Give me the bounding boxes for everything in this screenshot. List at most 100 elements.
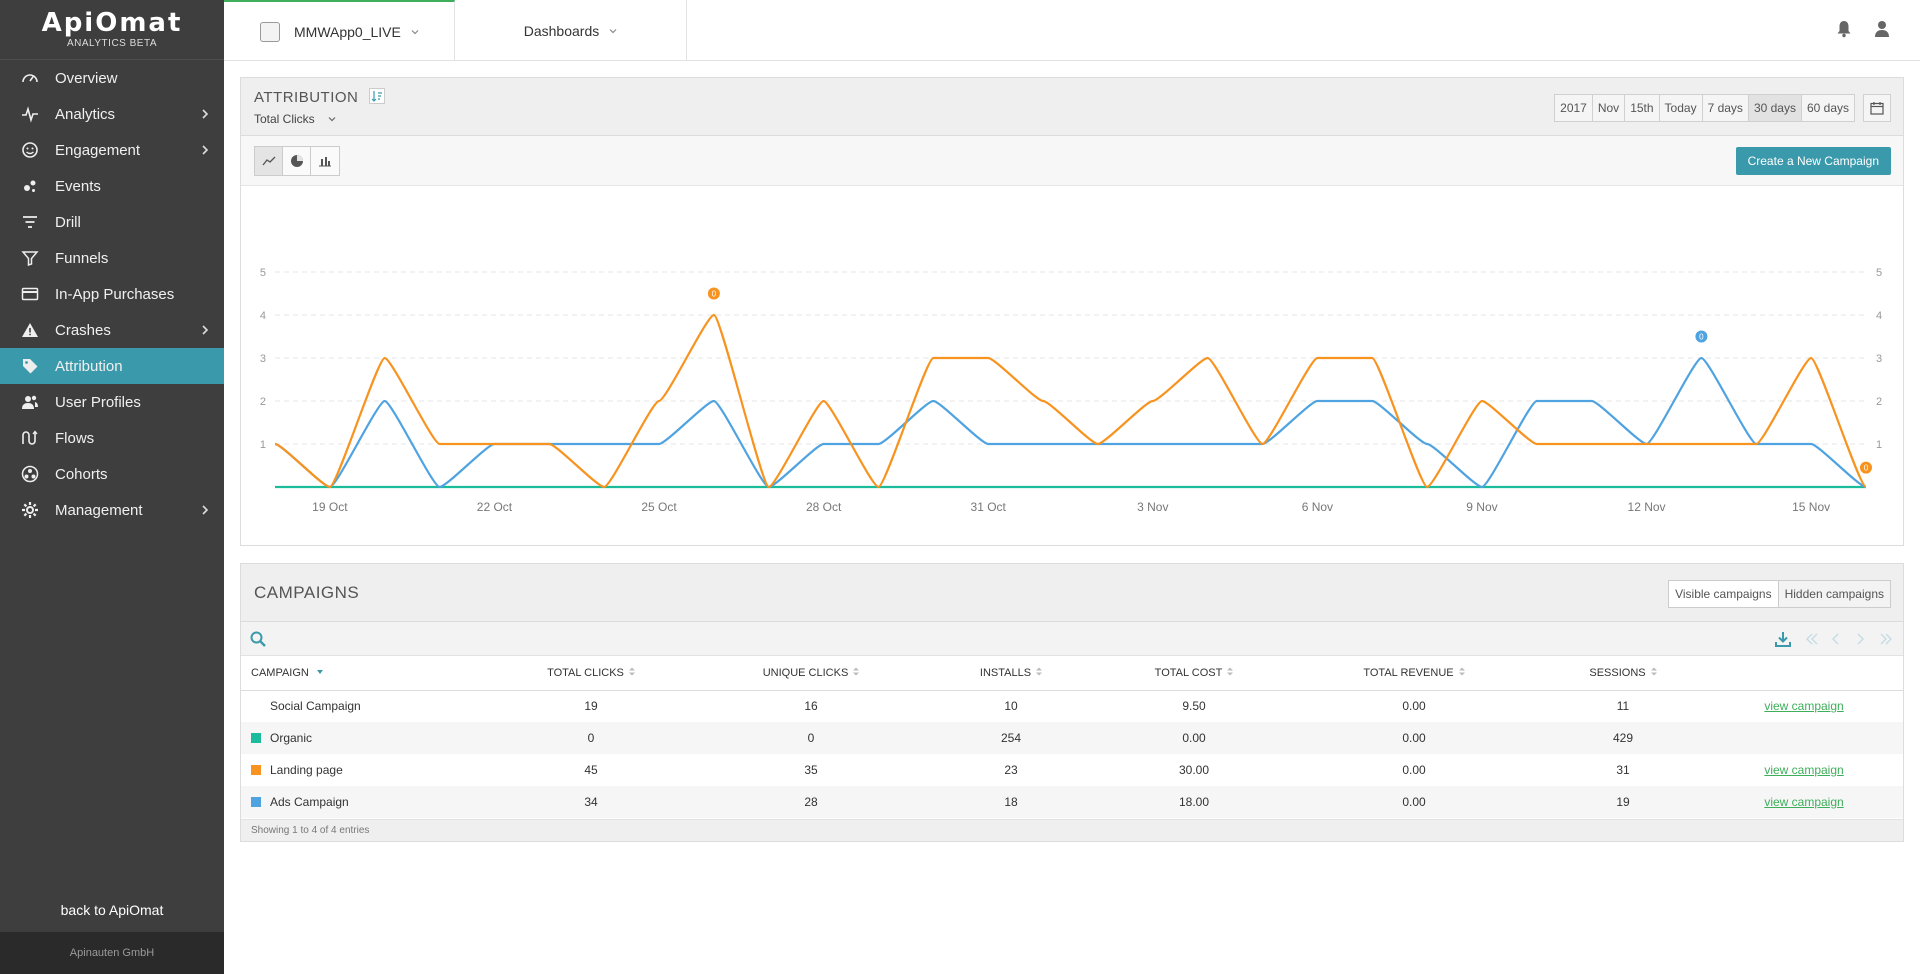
column-header-unique-clicks[interactable]: UNIQUE CLICKS [701,656,921,691]
cohorts-icon [20,464,40,484]
sidebar-item-management[interactable]: Management [0,492,224,528]
gauge-icon [20,68,40,88]
sidebar-item-cohorts[interactable]: Cohorts [0,456,224,492]
y-tick-label-left: 1 [260,439,266,451]
table-row: Landing page 45 35 23 30.00 0.00 31 view campai… [241,754,1903,786]
sidebar-item-label: Events [55,177,101,195]
metric-dropdown[interactable]: Total Clicks [254,112,336,126]
credit-card-icon [20,284,40,304]
app-name: MMWApp0_LIVE [294,23,401,40]
sidebar-item-events[interactable]: Events [0,168,224,204]
column-header-total-revenue[interactable]: TOTAL REVENUE [1287,656,1541,691]
next-page-icon[interactable] [1853,631,1867,647]
series-color-swatch [251,733,261,743]
cell-sessions: 19 [1616,795,1630,809]
first-page-icon[interactable] [1805,631,1819,647]
calendar-button[interactable] [1863,94,1891,122]
hidden-campaigns-button[interactable]: Hidden campaigns [1778,581,1890,607]
sidebar-item-drill[interactable]: Drill [0,204,224,240]
annotation-marker [1695,330,1708,343]
sidebar-item-label: Flows [55,429,95,447]
calendar-icon [1870,102,1884,115]
annotation-label: 0 [1699,333,1704,342]
download-icon[interactable] [1775,631,1791,647]
sidebar-item-crashes[interactable]: Crashes [0,312,224,348]
period-2017-button[interactable]: 2017 [1555,95,1593,121]
campaign-name-cell: Landing page [241,754,481,786]
cell-total-clicks: 0 [587,731,595,745]
cell-unique-clicks: 35 [804,763,818,777]
search-icon[interactable] [250,631,266,647]
sidebar-item-label: User Profiles [55,393,141,411]
create-campaign-button[interactable]: Create a New Campaign [1735,147,1891,175]
action-cell [1705,722,1903,754]
pie-chart-button[interactable] [283,147,311,175]
sort-icon[interactable] [369,88,385,104]
bell-icon[interactable] [1836,20,1852,38]
series-color-swatch [251,701,261,711]
sidebar-item-attribution[interactable]: Attribution [0,348,224,384]
pie-chart-icon [290,155,303,167]
sidebar-item-funnels[interactable]: Funnels [0,240,224,276]
metric-label: Total Clicks [254,112,315,126]
app-selector[interactable]: MMWApp0_LIVE [224,0,455,61]
brand-name: ApiOmat [41,8,183,38]
tag-icon [20,356,40,376]
prev-page-icon[interactable] [1829,631,1843,647]
sidebar-item-flows[interactable]: Flows [0,420,224,456]
sidebar-item-engagement[interactable]: Engagement [0,132,224,168]
line-chart-button[interactable] [255,147,283,175]
period-15th-button[interactable]: 15th [1625,95,1660,121]
period-7-days-button[interactable]: 7 days [1703,95,1749,121]
cell-total-clicks: 45 [584,763,598,777]
x-tick-label: 31 Oct [971,500,1007,514]
pulse-icon [20,104,40,124]
view-campaign-link[interactable]: view campaign [1764,763,1844,777]
brand-subtitle: ANALYTICS BETA [67,38,157,49]
attribution-title: ATTRIBUTION [254,89,359,106]
column-header-campaign[interactable]: CAMPAIGN [241,656,481,691]
top-bar: MMWApp0_LIVE Dashboards [224,0,1920,61]
attribution-header: ATTRIBUTION Total Clicks 2017 Nov 15th Toda… [241,78,1903,136]
column-label: SESSIONS [1589,666,1646,679]
x-tick-label: 6 Nov [1302,500,1333,514]
cell-total-clicks: 34 [584,795,598,809]
sidebar-item-in-app-purchases[interactable]: In-App Purchases [0,276,224,312]
visible-campaigns-button[interactable]: Visible campaigns [1669,581,1779,607]
period-60-days-button[interactable]: 60 days [1806,101,1849,115]
x-tick-label: 12 Nov [1628,500,1666,514]
table-row: Organic 0 0 254 0.00 0.00 429 [241,722,1903,754]
annotation-marker [707,287,720,300]
back-to-apiomat-link[interactable]: back to ApiOmat [60,902,164,918]
period-today-button[interactable]: Today [1660,95,1703,121]
sidebar-item-label: Management [55,501,143,519]
column-header-sessions[interactable]: SESSIONS [1541,656,1705,691]
campaign-visibility-toggle: Visible campaigns Hidden campaigns [1668,580,1891,608]
view-campaign-link[interactable]: view campaign [1764,795,1844,809]
sidebar-item-user-profiles[interactable]: User Profiles [0,384,224,420]
column-header-installs[interactable]: INSTALLS [921,656,1101,691]
user-icon[interactable] [1874,20,1890,38]
logo[interactable]: ApiOmat ANALYTICS BETA [0,0,224,60]
sort-desc-icon [316,669,323,674]
period-nov-button[interactable]: Nov [1593,95,1626,121]
column-header-total-clicks[interactable]: TOTAL CLICKS [481,656,701,691]
column-header-total-cost[interactable]: TOTAL COST [1101,656,1287,691]
table-row: Ads Campaign 34 28 18 18.00 0.00 19 view campai… [241,786,1903,818]
series-color-swatch [251,797,261,807]
attribution-chart: 1 1 2 2 3 3 4 4 5 5 19 Oct 22 Oct 25 Oct 28 Oct 31 Oct… [260,267,1882,514]
sidebar-item-overview[interactable]: Overview [0,60,224,96]
view-campaign-link[interactable]: view campaign [1764,699,1844,714]
sidebar-item-analytics[interactable]: Analytics [0,96,224,132]
sort-icon [1036,667,1043,676]
sidebar-item-label: Drill [55,213,81,231]
filter-lines-icon [20,212,40,232]
cell-total-cost: 30.00 [1178,763,1210,777]
bar-chart-button[interactable] [311,147,339,175]
last-page-icon[interactable] [1879,631,1893,647]
cell-sessions: 11 [1616,699,1630,714]
period-30-days-button[interactable]: 30 days [1748,95,1802,121]
dashboards-selector[interactable]: Dashboards [455,0,687,61]
x-tick-label: 19 Oct [312,500,348,514]
campaign-name: Ads Campaign [270,795,349,809]
